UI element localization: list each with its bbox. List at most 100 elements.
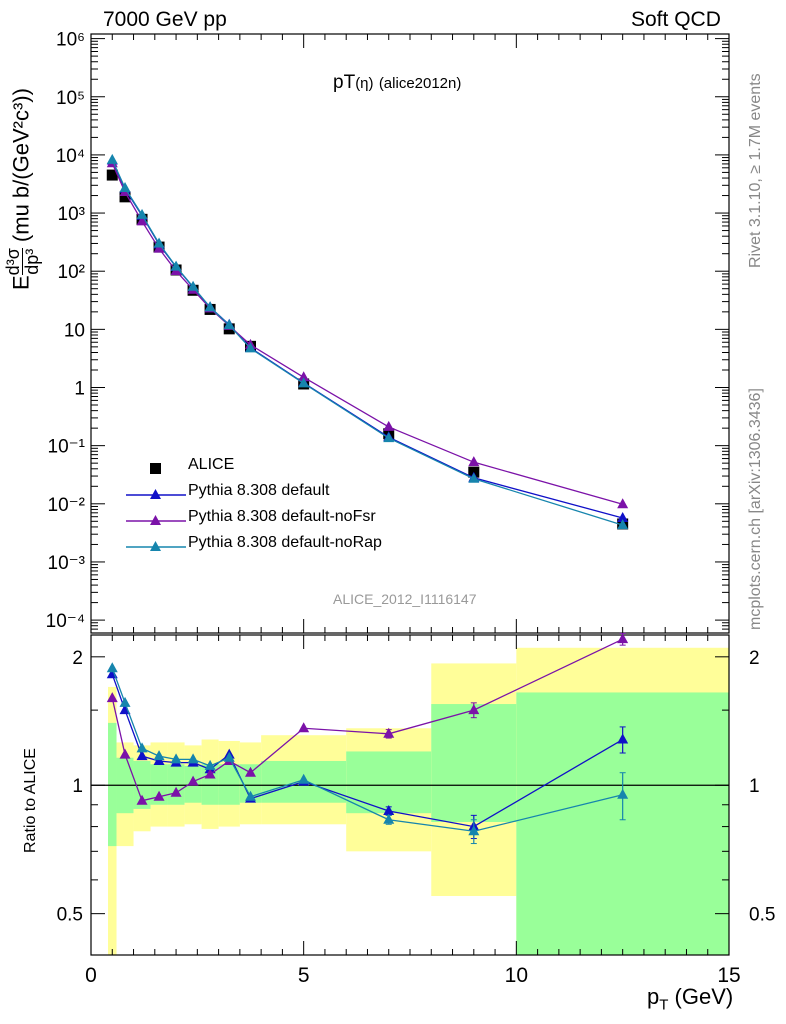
ratio-series-point (383, 805, 395, 816)
y-tick-label: 10 (64, 320, 85, 341)
mc-series-2 (106, 157, 629, 509)
mc-series-point (204, 301, 216, 312)
x-ticks: 0 5 10 15 (85, 34, 741, 987)
y-tick-label: 10⁻⁴ (46, 611, 85, 632)
alice-data-point (106, 169, 118, 181)
rivet-version-label: Rivet 3.1.10, ≥ 1.7M events (747, 73, 764, 268)
ratio-series-point (136, 750, 148, 761)
mc-series-point (136, 215, 148, 226)
green-band-bin (167, 764, 185, 805)
mc-series-point (153, 237, 165, 248)
y-tick-label: 10⁶ (56, 30, 85, 51)
analysis-name: ALICE_2012_I1116147 (333, 591, 477, 607)
ratio-series-point (136, 794, 148, 805)
green-band-bin (239, 764, 262, 803)
ratio-series-point (153, 750, 165, 761)
plot-title-paren: (η) (355, 75, 374, 92)
mc-series-point (617, 498, 629, 509)
ratio-series-3 (106, 662, 629, 845)
green-band-bin (201, 764, 219, 805)
alice-data-point (119, 191, 131, 203)
ratio-series-point (119, 696, 131, 707)
mc-series-point (298, 377, 310, 388)
ratio-series-point (187, 753, 199, 764)
ratio-series-point (119, 748, 131, 759)
legend-marker-default (126, 489, 186, 499)
ratio-series-point (383, 813, 395, 824)
y-axis-label-units: (mu b/(GeV²c³)) (8, 88, 34, 243)
legend-marker-nofsr (126, 515, 186, 525)
ratio-tick-label: 1 (72, 776, 83, 797)
legend-label-alice: ALICE (188, 456, 235, 473)
y-tick-label: 1 (74, 379, 85, 400)
mc-series-point (383, 432, 395, 443)
mc-series-3 (106, 153, 629, 530)
mc-series-point (245, 342, 256, 353)
legend-label-default: Pythia 8.308 default (188, 482, 330, 499)
x-tick-label: 10 (505, 964, 528, 987)
energy-label: 7000 GeV pp (103, 8, 227, 31)
ratio-series-point (106, 662, 118, 673)
mc-series-point (153, 242, 165, 253)
ratio-series-point (468, 704, 480, 715)
mc-series-line (111, 162, 623, 505)
green-band-bin (150, 764, 168, 805)
ratio-axis-label: Ratio to ALICE (22, 748, 39, 853)
ratio-tick-label-right: 0.5 (749, 905, 775, 926)
y-tick-label: 10³ (58, 204, 85, 225)
ratio-series-point (617, 633, 629, 644)
mc-series-point (383, 420, 395, 431)
y-tick-label: 10⁻³ (48, 553, 86, 574)
mc-series-point (617, 511, 629, 522)
mc-series-point (170, 260, 182, 271)
ratio-tick-label: 2 (72, 648, 83, 669)
mcplots-label: mcplots.cern.ch [arXiv:1306.3436] (747, 388, 764, 630)
ratio-y-ticks: 0.5 0.5 1 1 2 2 (57, 648, 775, 956)
mc-series-point (187, 280, 199, 291)
ratio-series-point (204, 768, 216, 779)
mc-series-point (617, 519, 629, 530)
mc-series-point (223, 319, 235, 330)
ratio-series-point (170, 786, 182, 797)
ratio-bands (108, 647, 729, 955)
ratio-series-point (468, 825, 480, 836)
y-tick-label: 10⁴ (56, 146, 85, 167)
main-panel-frame (90, 33, 730, 634)
x-axis-label-units: (GeV) (674, 984, 734, 1009)
ratio-series-point (223, 751, 235, 762)
green-band-bin (108, 722, 117, 847)
x-axis-label-sub: T (659, 996, 669, 1014)
legend-label-norap: Pythia 8.308 default-noRap (188, 534, 382, 551)
ratio-series-point (136, 742, 148, 753)
mc-series-point (468, 472, 480, 483)
x-tick-label: 5 (298, 964, 310, 987)
ratio-tick-label: 0.5 (57, 905, 83, 926)
ratio-series-point (187, 775, 199, 786)
y-tick-label: 10² (58, 262, 85, 283)
x-tick-label: 15 (717, 964, 740, 987)
x-axis-label-main: p (647, 984, 660, 1009)
y-axis-label-den: dp³ (22, 248, 42, 275)
ratio-series-point (204, 759, 216, 770)
ratio-tick-label-right: 1 (749, 776, 760, 797)
x-tick-label: 0 (85, 964, 97, 987)
green-band-bin (218, 764, 240, 805)
green-band-bin (346, 751, 432, 814)
y-tick-label: 10⁵ (56, 88, 85, 109)
mc-series-point (106, 153, 118, 164)
plot-title: pT(η) (alice2012n) (333, 72, 461, 94)
y-axis-label-num: d³σ (3, 248, 23, 276)
ratio-series-point (298, 722, 310, 733)
y-tick-label: 10⁻² (48, 495, 86, 516)
mc-series-point (119, 181, 131, 192)
mc-series-point (136, 208, 148, 219)
plot-title-main: pT (333, 72, 356, 93)
legend-marker-alice (150, 463, 161, 474)
plot-title-id: (alice2012n) (378, 75, 462, 92)
ratio-series-point (383, 727, 395, 738)
ratio-series-point (245, 790, 256, 801)
x-axis-label: pT (GeV) (647, 984, 733, 1013)
ratio-series-point (106, 692, 118, 703)
